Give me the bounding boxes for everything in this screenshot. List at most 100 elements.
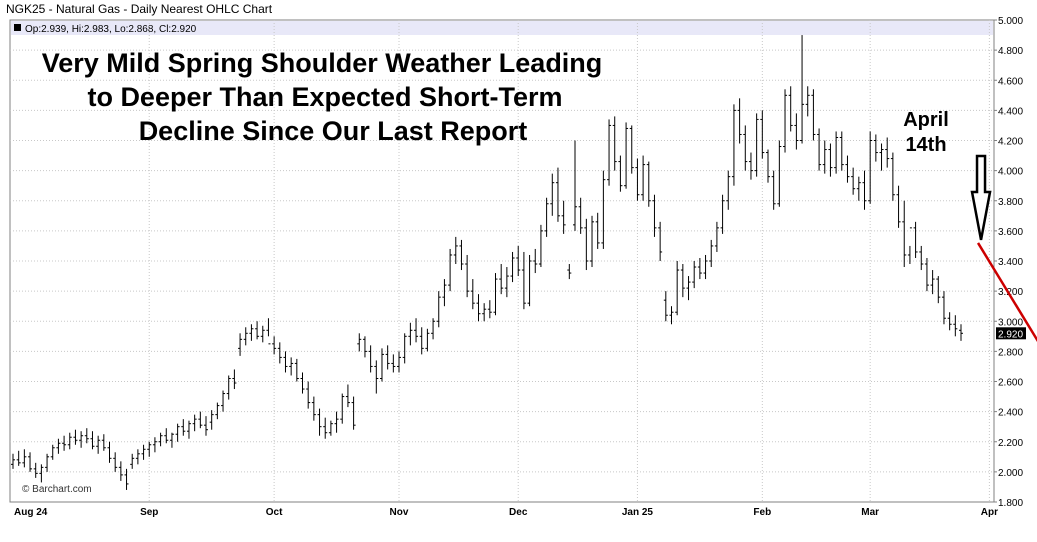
- ohlc-bar: [607, 119, 612, 186]
- ohlc-bar: [572, 140, 577, 231]
- ohlc-bar: [175, 423, 180, 442]
- ohlc-bar: [459, 239, 464, 271]
- ohlc-bar: [771, 170, 776, 210]
- ohlc-bar: [788, 86, 793, 132]
- ohlc-bar: [198, 411, 203, 429]
- ohlc-bar: [521, 251, 526, 310]
- ohlc-bar: [215, 402, 220, 420]
- ohlc-bar: [879, 143, 884, 171]
- ohlc-bar: [328, 420, 333, 436]
- ohlc-bar: [90, 431, 95, 450]
- y-tick-label: 4.800: [998, 46, 1023, 57]
- ohlc-bar: [578, 197, 583, 234]
- ohlc-bar: [612, 116, 617, 171]
- ohlc-bar: [663, 291, 668, 322]
- ohlc-bar: [33, 462, 38, 478]
- ohlc-bar: [408, 322, 413, 346]
- ohlc-bar: [306, 381, 311, 409]
- ohlc-bar: [67, 432, 72, 450]
- ohlc-bar: [913, 221, 918, 258]
- ohlc-bar: [635, 158, 640, 201]
- ohlc-bar: [947, 312, 952, 331]
- ohlc-bar: [646, 161, 651, 207]
- ohlc-bar: [834, 131, 839, 174]
- ohlc-bar: [465, 254, 470, 298]
- ohlc-bar: [118, 461, 123, 481]
- ohlc-bar: [510, 251, 515, 283]
- ohlc-bar: [777, 140, 782, 207]
- ohlc-bar: [169, 432, 174, 448]
- ohlc-bar: [817, 128, 822, 171]
- ohlc-bar: [959, 324, 963, 341]
- ohlc-bar: [266, 318, 271, 345]
- ohlc-bar: [726, 170, 731, 210]
- ohlc-bar: [618, 155, 623, 192]
- ohlc-readout: Op:2.939, Hi:2.983, Lo:2.868, Cl:2.920: [25, 24, 197, 35]
- ohlc-bar: [96, 435, 101, 454]
- ohlc-bar: [221, 390, 226, 412]
- ohlc-bar: [533, 248, 538, 274]
- ohlc-bar: [720, 194, 725, 234]
- y-tick-label: 3.400: [998, 257, 1023, 268]
- ohlc-bar: [839, 131, 844, 171]
- ohlc-bar: [641, 155, 646, 201]
- ohlc-bar: [470, 279, 475, 310]
- y-tick-label: 2.800: [998, 347, 1023, 358]
- ohlc-bar: [714, 221, 719, 252]
- ohlc-bar: [130, 453, 135, 469]
- ohlc-bar: [192, 414, 197, 432]
- ohlc-bar: [624, 122, 629, 189]
- down-arrow-icon: [970, 154, 992, 241]
- ohlc-bar: [692, 261, 697, 289]
- headline-line-1: Very Mild Spring Shoulder Weather Leadin…: [42, 48, 603, 78]
- ohlc-bar: [680, 264, 685, 298]
- ohlc-bar: [28, 452, 33, 472]
- ohlc-bar: [760, 110, 765, 159]
- ohlc-bar: [941, 291, 946, 325]
- ohlc-bar: [84, 428, 89, 444]
- y-tick-label: 4.600: [998, 76, 1023, 87]
- ohlc-bar: [73, 429, 78, 445]
- ohlc-bar: [22, 449, 27, 468]
- y-tick-label: 3.800: [998, 197, 1023, 208]
- ohlc-bar: [317, 408, 322, 436]
- ohlc-bar: [851, 167, 856, 195]
- ohlc-bar: [249, 324, 254, 341]
- ohlc-bar: [504, 267, 509, 298]
- x-tick-label: Nov: [390, 507, 409, 518]
- ohlc-bar: [277, 342, 282, 364]
- ohlc-bar: [431, 318, 436, 340]
- ohlc-bar: [538, 224, 543, 268]
- ohlc-bar: [811, 89, 816, 141]
- ohlc-bar: [527, 254, 532, 307]
- ohlc-bar: [385, 345, 390, 370]
- x-tick-label: Aug 24: [14, 507, 48, 518]
- ohlc-bar: [56, 438, 61, 454]
- y-tick-label: 2.000: [998, 468, 1023, 479]
- ohlc-bar: [703, 254, 708, 280]
- ohlc-bar: [436, 291, 441, 328]
- x-tick-label: Feb: [753, 507, 771, 518]
- ohlc-bar: [414, 318, 419, 343]
- headline-line-3: Decline Since Our Last Report: [139, 116, 528, 146]
- april-label-line-1: April: [903, 109, 949, 131]
- ohlc-bar: [323, 417, 328, 439]
- y-tick-label: 4.000: [998, 167, 1023, 178]
- ohlc-bar: [107, 441, 112, 463]
- ohlc-bar: [283, 351, 288, 373]
- last-price-badge: 2.920: [996, 327, 1026, 340]
- ohlc-bar: [419, 327, 424, 355]
- y-tick-label: 4.200: [998, 137, 1023, 148]
- ohlc-bar: [590, 215, 595, 268]
- ohlc-bar: [658, 221, 663, 261]
- ohlc-bar: [885, 137, 890, 168]
- ohlc-bar: [124, 468, 129, 490]
- x-tick-label: Jan 25: [622, 507, 654, 518]
- ohlc-bar: [232, 369, 237, 390]
- ohlc-bar: [584, 218, 589, 271]
- trendline-layer: [976, 242, 1037, 343]
- ohlc-bar: [731, 104, 736, 186]
- ohlc-bar: [652, 194, 657, 237]
- ohlc-bar: [238, 333, 243, 356]
- ohlc-legend-band: [11, 21, 993, 35]
